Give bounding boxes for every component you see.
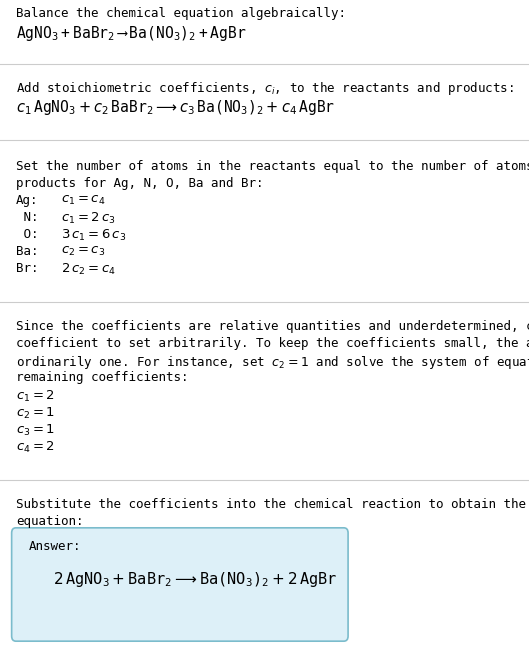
Text: $c_2 = c_3$: $c_2 = c_3$ (61, 245, 105, 258)
Text: $2\,\mathtt{AgNO_3} + \mathtt{BaBr_2} \longrightarrow \mathtt{Ba(NO_3)_2} + 2\,\: $2\,\mathtt{AgNO_3} + \mathtt{BaBr_2} \l… (53, 570, 338, 589)
Text: O:: O: (16, 228, 39, 241)
FancyBboxPatch shape (12, 528, 348, 641)
Text: $c_3 = 1$: $c_3 = 1$ (16, 423, 55, 438)
Text: equation:: equation: (16, 515, 84, 528)
Text: N:: N: (16, 211, 39, 224)
Text: Set the number of atoms in the reactants equal to the number of atoms in the: Set the number of atoms in the reactants… (16, 160, 529, 173)
Text: $c_4 = 2$: $c_4 = 2$ (16, 440, 55, 455)
Text: $3\,c_1 = 6\,c_3$: $3\,c_1 = 6\,c_3$ (61, 228, 126, 243)
Text: $c_1 = 2$: $c_1 = 2$ (16, 389, 55, 404)
Text: Ba:: Ba: (16, 245, 39, 258)
Text: ordinarily one. For instance, set $c_2 = 1$ and solve the system of equations fo: ordinarily one. For instance, set $c_2 =… (16, 354, 529, 371)
Text: $c_1\,\mathtt{AgNO_3} + c_2\,\mathtt{BaBr_2} \longrightarrow c_3\,\mathtt{Ba(NO_: $c_1\,\mathtt{AgNO_3} + c_2\,\mathtt{BaB… (16, 98, 335, 117)
Text: $c_1 = c_4$: $c_1 = c_4$ (61, 194, 105, 207)
Text: $c_2 = 1$: $c_2 = 1$ (16, 406, 55, 421)
Text: Since the coefficients are relative quantities and underdetermined, choose a: Since the coefficients are relative quan… (16, 320, 529, 333)
Text: $c_1 = 2\,c_3$: $c_1 = 2\,c_3$ (61, 211, 116, 226)
Text: Add stoichiometric coefficients, $\mathit{c}_i$, to the reactants and products:: Add stoichiometric coefficients, $\mathi… (16, 80, 514, 97)
Text: Substitute the coefficients into the chemical reaction to obtain the balanced: Substitute the coefficients into the che… (16, 498, 529, 511)
Text: $\mathtt{AgNO_3 + BaBr_2 \longrightarrow Ba(NO_3)_2 + AgBr}$: $\mathtt{AgNO_3 + BaBr_2 \longrightarrow… (16, 24, 247, 43)
Text: products for Ag, N, O, Ba and Br:: products for Ag, N, O, Ba and Br: (16, 177, 263, 190)
Text: $2\,c_2 = c_4$: $2\,c_2 = c_4$ (61, 262, 116, 277)
Text: coefficient to set arbitrarily. To keep the coefficients small, the arbitrary va: coefficient to set arbitrarily. To keep … (16, 337, 529, 350)
Text: Br:: Br: (16, 262, 39, 275)
Text: Ag:: Ag: (16, 194, 39, 207)
Text: remaining coefficients:: remaining coefficients: (16, 371, 188, 384)
Text: Answer:: Answer: (29, 540, 81, 553)
Text: Balance the chemical equation algebraically:: Balance the chemical equation algebraica… (16, 7, 346, 20)
